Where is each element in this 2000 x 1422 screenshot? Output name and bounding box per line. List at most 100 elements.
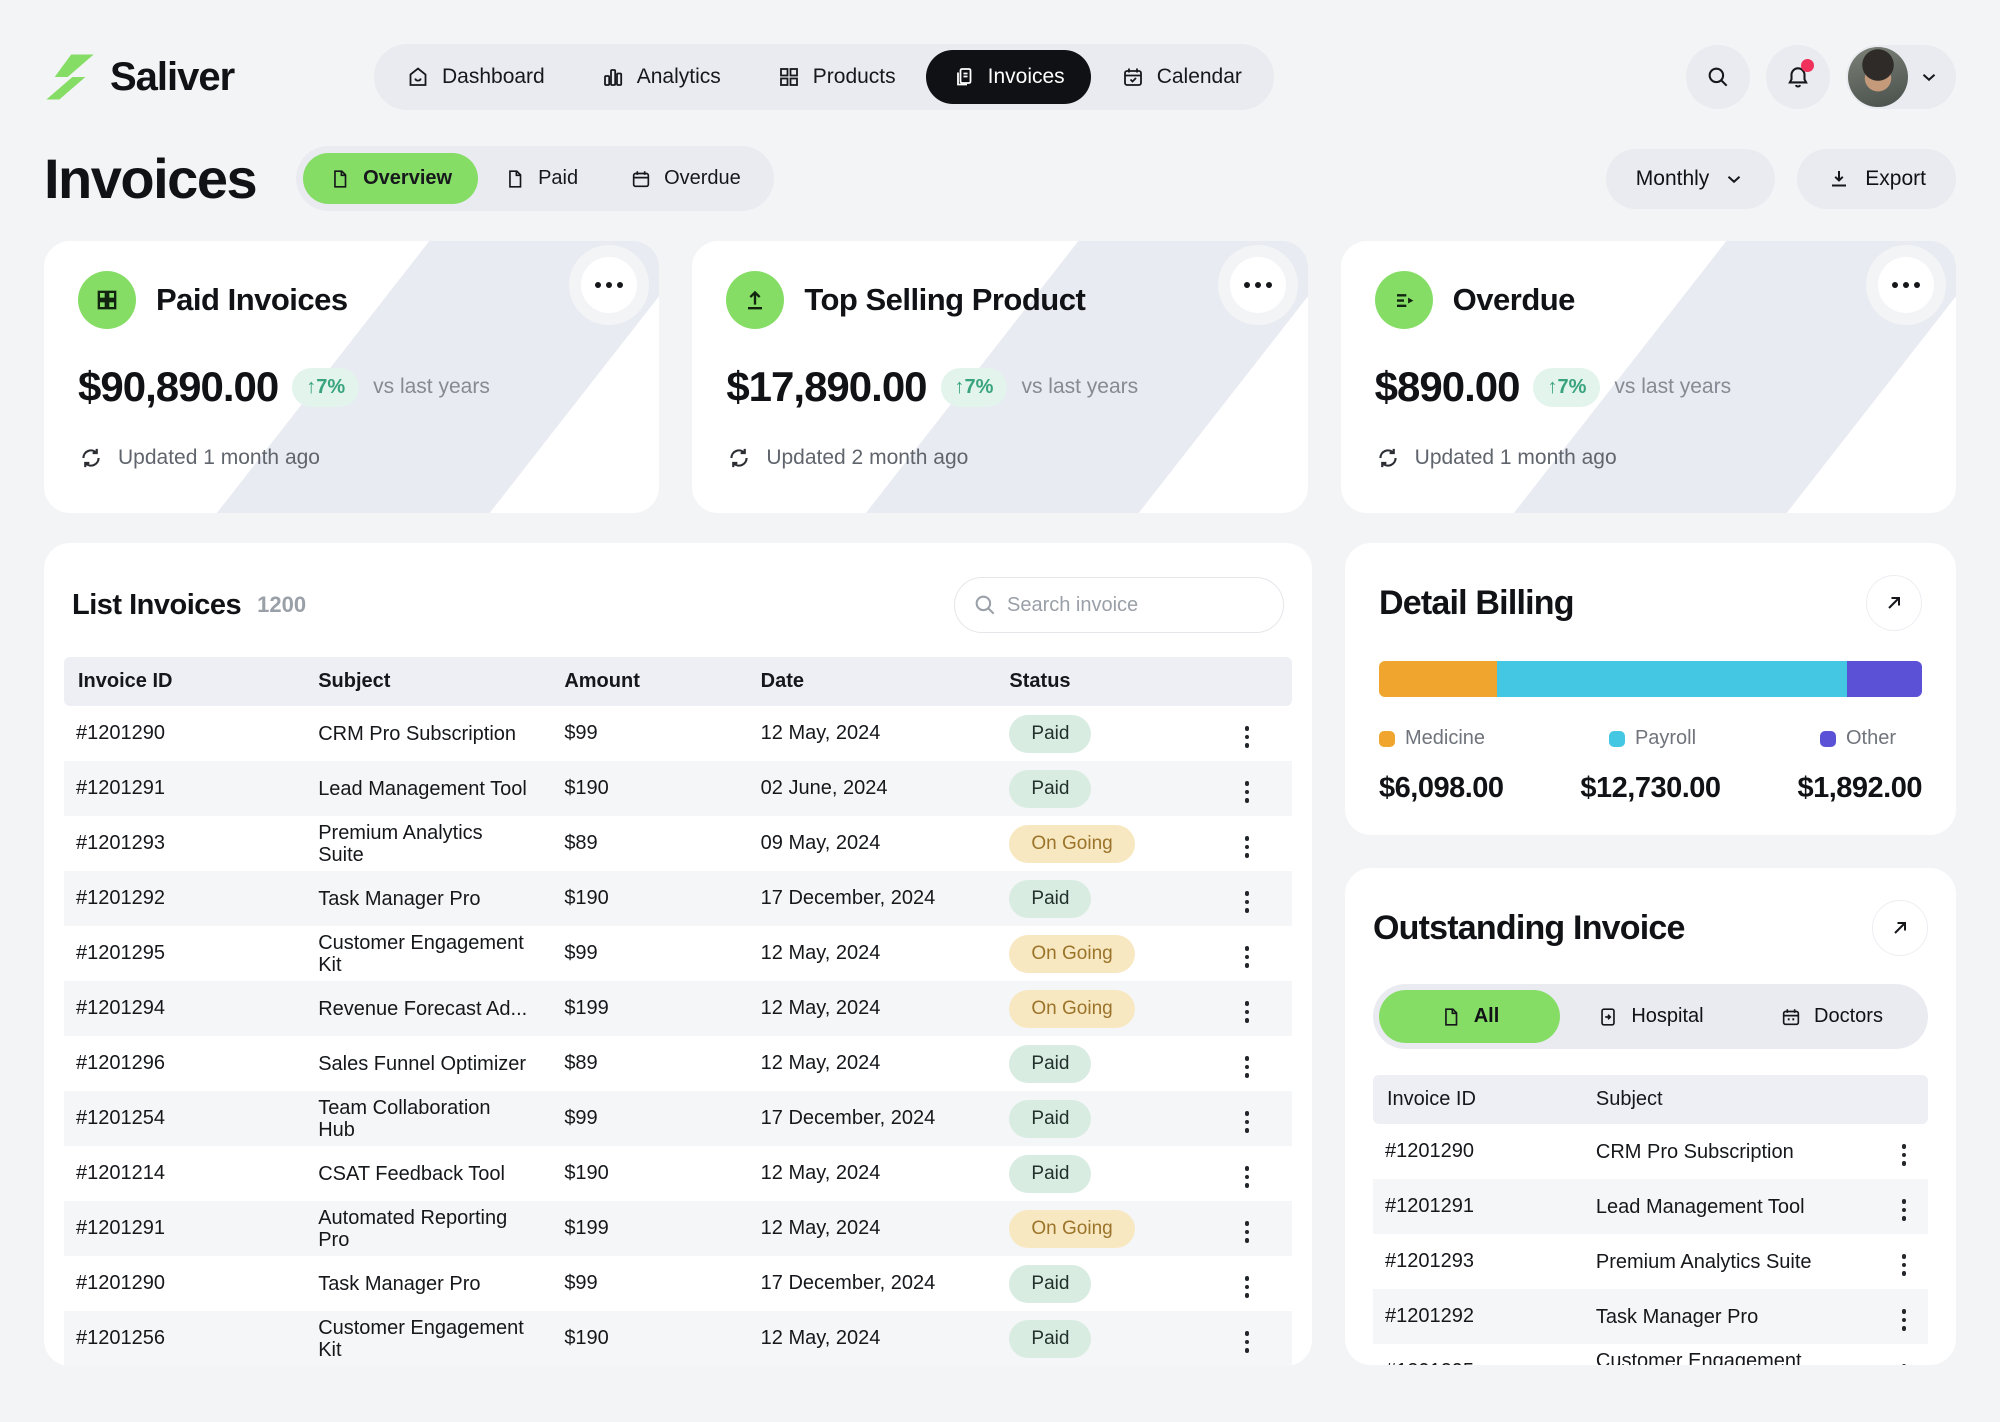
tab-label: Overdue	[664, 167, 741, 189]
col-subject: Subject	[306, 657, 553, 706]
row-menu-button[interactable]	[1896, 1193, 1913, 1227]
row-menu-button[interactable]	[1239, 1050, 1256, 1084]
table-row: #1201291 Lead Management Tool $190 02 Ju…	[64, 761, 1292, 816]
col-date: Date	[748, 657, 998, 706]
list-arrow-icon	[1374, 271, 1433, 329]
table-row: #1201295 Customer Engagement Kit	[1373, 1344, 1928, 1365]
nav-item-dashboard[interactable]: Dashboard	[380, 50, 571, 104]
period-dropdown[interactable]: Monthly	[1605, 148, 1776, 209]
date-cell: 09 May, 2024	[760, 832, 881, 854]
other-swatch-icon	[1819, 730, 1836, 747]
row-menu-button[interactable]	[1239, 940, 1256, 974]
row-menu-button[interactable]	[1896, 1248, 1913, 1282]
calendar-icon	[1780, 1006, 1802, 1028]
updated-label: Updated 1 month ago	[118, 446, 320, 469]
arrow-up-right-icon	[1888, 916, 1912, 940]
status-badge: Paid	[1009, 714, 1092, 753]
file-icon	[329, 168, 351, 190]
amount-cell: $99	[564, 1107, 598, 1129]
user-menu[interactable]	[1846, 45, 1956, 109]
page-title: Invoices	[44, 147, 258, 210]
grid-icon	[78, 271, 136, 329]
search-icon	[972, 592, 998, 618]
open-outstanding-button[interactable]	[1872, 900, 1928, 956]
export-button[interactable]: Export	[1797, 148, 1956, 209]
actions-cell	[1884, 1344, 1928, 1365]
col-actions	[1883, 1075, 1928, 1124]
search-button[interactable]	[1686, 45, 1750, 109]
row-menu-button[interactable]	[1239, 830, 1256, 864]
stat-card-paid-invoices: Paid Invoices $90,890.00 ↑7% vs last yea…	[44, 241, 660, 513]
row-menu-button[interactable]	[1239, 1160, 1256, 1194]
table-row: #1201290 Task Manager Pro $99 17 Decembe…	[64, 1256, 1292, 1311]
tab-doctors[interactable]: Doctors	[1741, 990, 1922, 1043]
amount-cell: $199	[564, 997, 609, 1019]
stat-value: $890.00	[1374, 363, 1521, 410]
nav-label: Products	[812, 65, 896, 88]
nav-item-invoices[interactable]: Invoices	[925, 50, 1091, 104]
open-detail-billing-button[interactable]	[1866, 575, 1922, 631]
nav-label: Dashboard	[442, 65, 545, 88]
nav-item-analytics[interactable]: Analytics	[575, 50, 747, 104]
invoice-id-cell: #1201293	[76, 832, 165, 854]
row-menu-button[interactable]	[1239, 1215, 1256, 1249]
arrow-up-right-icon	[1882, 591, 1906, 615]
stat-cards: Paid Invoices $90,890.00 ↑7% vs last yea…	[0, 211, 2000, 513]
refresh-icon	[78, 445, 104, 471]
status-cell: Paid	[997, 1256, 1226, 1311]
bar-segment-other	[1846, 661, 1922, 697]
tab-all[interactable]: All	[1379, 990, 1560, 1043]
status-badge: Paid	[1009, 1319, 1092, 1358]
notifications-button[interactable]	[1766, 45, 1830, 109]
brand: Saliver	[44, 51, 374, 103]
stat-title: Top Selling Product	[804, 282, 1086, 317]
row-menu-button[interactable]	[1896, 1303, 1913, 1337]
row-menu-button[interactable]	[1896, 1138, 1913, 1172]
row-menu-button[interactable]	[1239, 1270, 1256, 1304]
card-more-button[interactable]	[581, 257, 638, 313]
amount-cell: $99	[564, 722, 598, 744]
nav-label: Invoices	[987, 65, 1065, 88]
table-row: #1201214 CSAT Feedback Tool $190 12 May,…	[64, 1146, 1292, 1201]
tab-label: Paid	[538, 167, 579, 189]
detail-billing-title: Detail Billing	[1379, 583, 1575, 622]
date-cell: 02 June, 2024	[760, 777, 888, 799]
actions-cell	[1227, 1311, 1293, 1366]
detail-billing-panel: Detail Billing Medicine	[1345, 543, 1956, 835]
nav-item-calendar[interactable]: Calendar	[1095, 50, 1268, 104]
invoice-id-cell: #1201254	[76, 1107, 165, 1129]
amount-cell: $190	[564, 1162, 609, 1184]
nav-item-products[interactable]: Products	[751, 50, 922, 104]
row-menu-button[interactable]	[1239, 995, 1256, 1029]
tab-hospital[interactable]: Hospital	[1560, 990, 1741, 1043]
row-menu-button[interactable]	[1239, 1105, 1256, 1139]
grid-icon	[777, 65, 801, 89]
invoice-id-cell: #1201290	[76, 722, 165, 744]
amount-cell: $89	[564, 1052, 598, 1074]
invoice-id-cell: #1201291	[76, 1217, 165, 1239]
card-more-button[interactable]	[1877, 257, 1934, 313]
col-invoice-id: Invoice ID	[1373, 1075, 1584, 1124]
subject-cell: Automated Reporting Pro	[318, 1206, 508, 1251]
amount-cell: $190	[564, 887, 609, 909]
table-row: #1201292 Task Manager Pro $190 17 Decemb…	[64, 871, 1292, 926]
row-menu-button[interactable]	[1239, 775, 1256, 809]
row-menu-button[interactable]	[1896, 1358, 1913, 1365]
row-menu-button[interactable]	[1239, 885, 1256, 919]
bar-chart-icon	[601, 65, 625, 89]
row-menu-button[interactable]	[1239, 1325, 1256, 1359]
row-menu-button[interactable]	[1239, 720, 1256, 754]
date-cell: 12 May, 2024	[760, 722, 881, 744]
actions-cell	[1227, 981, 1293, 1036]
status-badge: On Going	[1009, 989, 1135, 1028]
tab-overdue[interactable]: Overdue	[604, 153, 767, 204]
search-invoice-input[interactable]	[954, 577, 1284, 633]
tab-paid[interactable]: Paid	[478, 153, 604, 204]
chevron-down-icon	[1918, 66, 1940, 88]
card-more-button[interactable]	[1229, 257, 1286, 313]
table-row: #1201256 Customer Engagement Kit $190 12…	[64, 1311, 1292, 1366]
invoice-id-cell: #1201292	[76, 887, 165, 909]
tab-overview[interactable]: Overview	[303, 153, 479, 204]
top-bar: Saliver Dashboard Analytics Products	[0, 0, 2000, 110]
file-icon	[1440, 1006, 1462, 1028]
